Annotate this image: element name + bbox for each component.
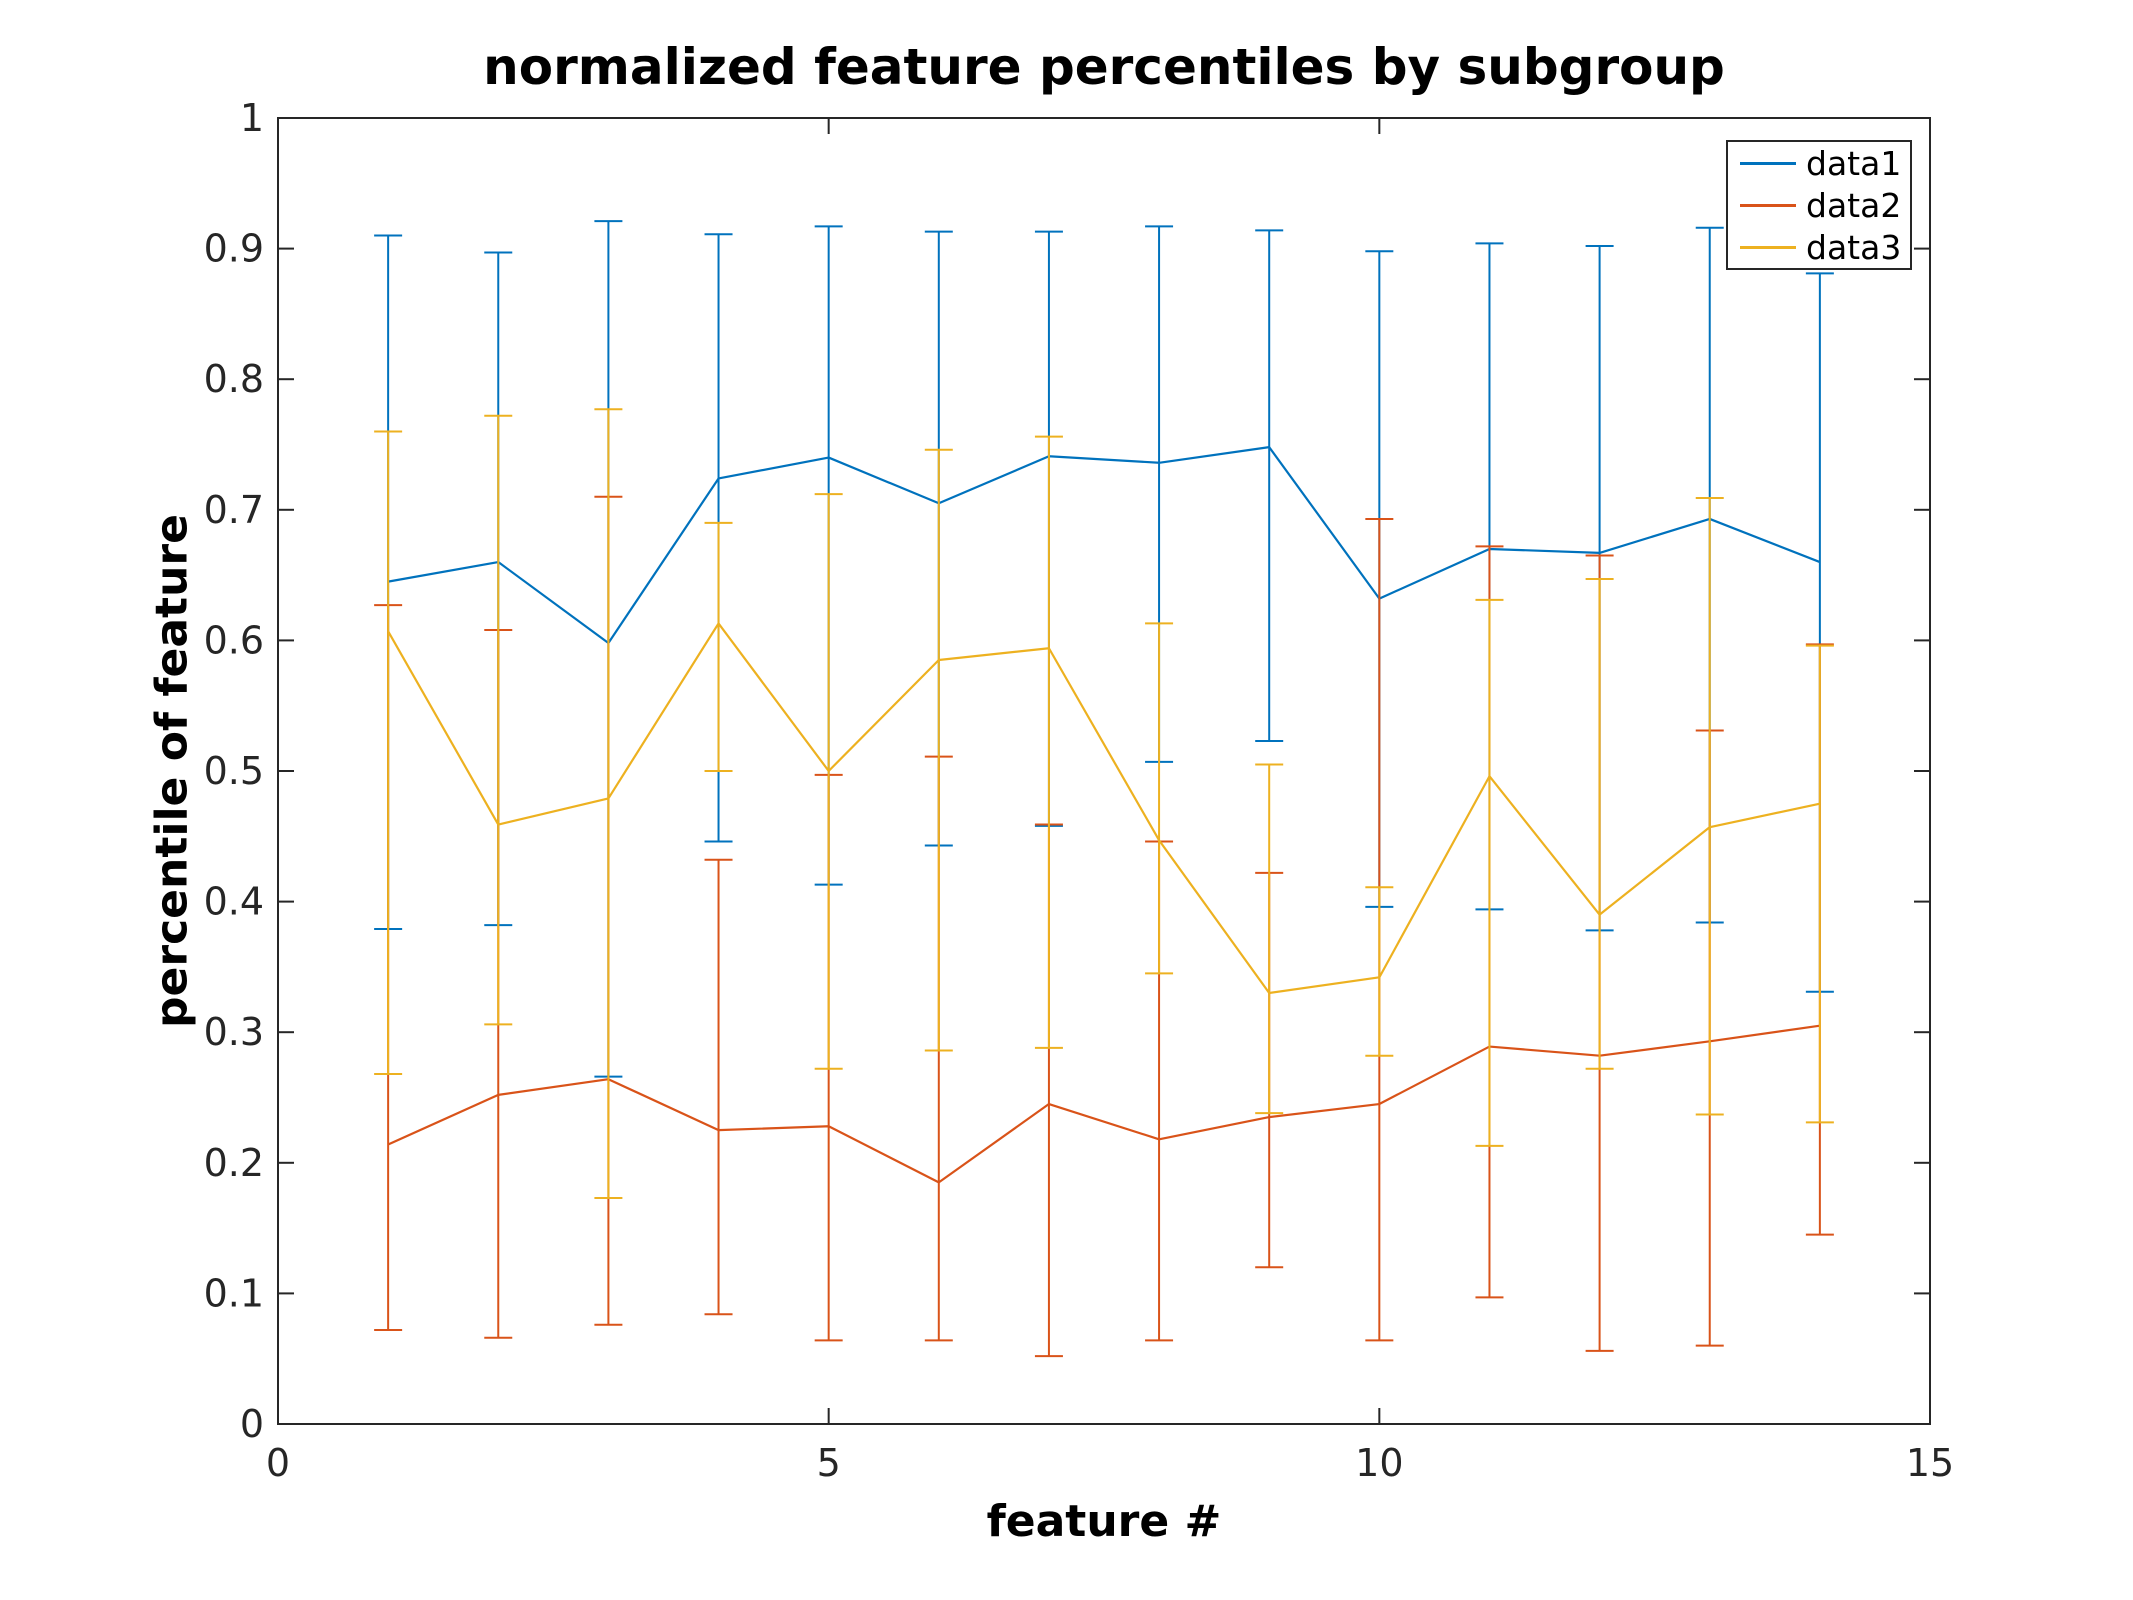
legend-line-data1-icon [1740,161,1796,165]
legend-line-data2-icon [1740,203,1796,207]
legend-label: data1 [1806,143,1902,183]
x-axis-label: feature # [986,1496,1222,1547]
svg-text:0.1: 0.1 [204,1271,264,1315]
svg-text:1: 1 [240,96,264,140]
legend-label: data2 [1806,185,1902,225]
svg-text:0.3: 0.3 [204,1010,264,1054]
svg-text:0.7: 0.7 [204,488,264,532]
svg-text:0: 0 [266,1441,290,1485]
svg-text:0.5: 0.5 [204,749,264,793]
svg-text:5: 5 [817,1441,841,1485]
legend-line-data3-icon [1740,245,1796,249]
legend-item: data3 [1728,231,1910,264]
svg-text:0.9: 0.9 [204,227,264,271]
legend-label: data3 [1806,227,1902,267]
svg-text:15: 15 [1906,1441,1954,1485]
svg-text:0.2: 0.2 [204,1141,264,1185]
legend: data1 data2 data3 [1726,140,1912,270]
svg-text:0: 0 [240,1402,264,1446]
y-axis-label: percentile of feature [146,514,198,1028]
chart-title: normalized feature percentiles by subgro… [483,38,1725,96]
legend-item: data1 [1728,147,1910,180]
svg-text:0.8: 0.8 [204,357,264,401]
svg-text:0.4: 0.4 [204,880,264,924]
svg-text:10: 10 [1355,1441,1403,1485]
legend-item: data2 [1728,189,1910,222]
svg-text:0.6: 0.6 [204,618,264,662]
